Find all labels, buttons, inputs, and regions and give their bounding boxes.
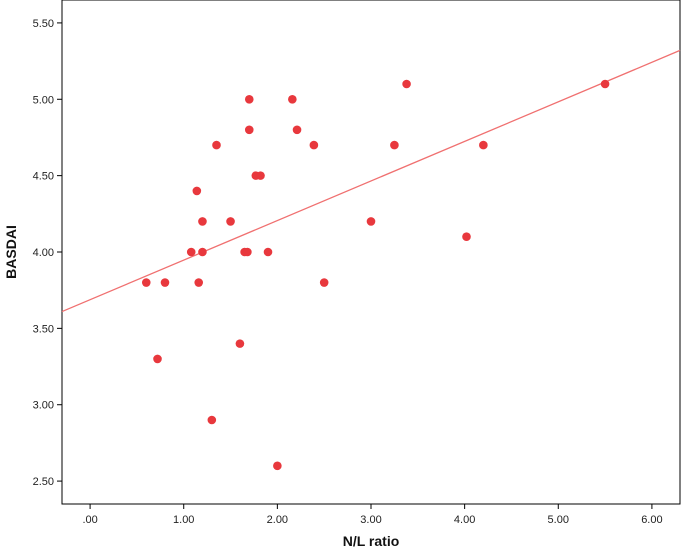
data-point-9 (212, 140, 221, 150)
x-tick-label: 6.00 (641, 514, 662, 526)
y-tick-label: 4.50 (33, 171, 54, 183)
y-tick-label: 4.00 (33, 247, 54, 259)
data-point-1 (153, 354, 162, 364)
y-tick-label: 3.00 (33, 400, 54, 412)
data-point-27 (462, 232, 471, 242)
data-point-24 (366, 217, 376, 226)
x-tick-label: 1.00 (173, 514, 194, 526)
x-axis-title: N/L ratio (343, 533, 400, 549)
data-point-3 (186, 247, 196, 257)
x-tick-label: 3.00 (360, 514, 381, 526)
data-point-5 (194, 278, 204, 287)
data-point-25 (390, 140, 399, 150)
data-point-14 (244, 94, 254, 104)
y-tick-label: 5.50 (33, 18, 54, 30)
data-point-26 (402, 79, 411, 89)
data-point-17 (256, 171, 265, 180)
fit-line (61, 49, 681, 313)
data-point-8 (207, 415, 217, 425)
data-point-0 (141, 278, 151, 287)
data-point-6 (198, 217, 207, 226)
data-point-7 (198, 247, 207, 257)
data-point-19 (273, 461, 282, 471)
data-point-29 (600, 79, 610, 89)
plot-area (61, 0, 681, 505)
x-tick-label: 5.00 (548, 514, 569, 526)
data-point-13 (243, 247, 252, 257)
y-axis-ticks: 2.50 3.00 3.50 4.00 4.50 5.00 5.50 (33, 18, 62, 488)
data-point-28 (479, 140, 488, 150)
data-point-21 (292, 125, 302, 135)
data-point-11 (235, 339, 245, 348)
x-tick-label: 2.00 (267, 514, 288, 526)
y-tick-label: 3.50 (33, 323, 54, 335)
x-axis-ticks: .00 1.00 2.00 3.00 4.00 5.00 6.00 (82, 504, 663, 526)
data-points (141, 79, 610, 471)
data-point-4 (192, 186, 202, 196)
y-axis-title: BASDAI (3, 225, 19, 279)
y-tick-label: 5.00 (33, 94, 54, 106)
data-point-20 (288, 94, 297, 104)
data-point-10 (226, 217, 235, 226)
fit-line-layer (61, 49, 681, 313)
data-point-22 (309, 140, 319, 150)
data-point-15 (244, 125, 254, 135)
y-tick-label: 2.50 (33, 476, 54, 488)
data-point-18 (263, 247, 273, 257)
data-point-2 (160, 278, 170, 287)
x-tick-label: 4.00 (454, 514, 475, 526)
data-point-23 (319, 278, 329, 287)
x-tick-label: .00 (82, 514, 97, 526)
